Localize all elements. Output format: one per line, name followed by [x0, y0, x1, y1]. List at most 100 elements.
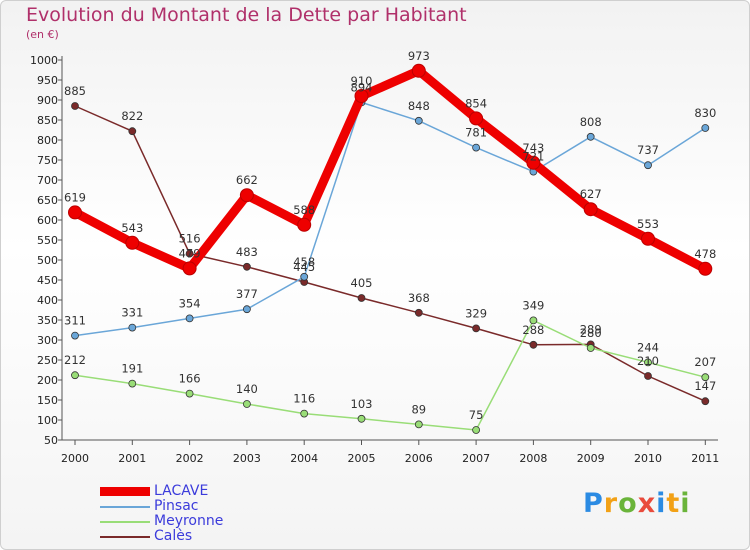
- legend-item-meyronne: Meyronne: [100, 514, 223, 529]
- data-point: [529, 340, 538, 349]
- x-tick-label: 2004: [290, 452, 318, 465]
- data-label: 103: [351, 397, 373, 411]
- data-label: 280: [580, 326, 602, 340]
- data-label: 854: [465, 96, 487, 110]
- legend-item-pinsac: Pinsac: [100, 499, 223, 514]
- x-tick-label: 2011: [691, 452, 719, 465]
- data-point: [583, 202, 598, 217]
- data-point: [71, 102, 79, 110]
- data-point: [297, 217, 312, 232]
- data-label: 483: [236, 245, 258, 259]
- data-label: 212: [64, 353, 86, 367]
- x-tick-label: 2006: [405, 452, 433, 465]
- legend-swatch: [100, 535, 150, 538]
- data-point: [128, 379, 137, 388]
- data-label: 75: [469, 408, 484, 422]
- data-point: [701, 124, 710, 132]
- legend-swatch: [100, 520, 150, 523]
- legend-label: Pinsac: [154, 498, 199, 514]
- y-tick-label: 100: [37, 414, 58, 427]
- data-point: [472, 426, 481, 434]
- y-tick-label: 300: [37, 334, 58, 347]
- y-tick-label: 700: [37, 174, 58, 187]
- data-label: 848: [408, 99, 430, 113]
- x-tick-label: 2001: [118, 452, 146, 465]
- y-tick-label: 550: [37, 234, 58, 247]
- data-point: [300, 409, 309, 418]
- legend-swatch: [100, 487, 150, 496]
- data-point: [414, 116, 423, 125]
- data-label: 627: [580, 187, 602, 201]
- data-label: 311: [64, 314, 86, 328]
- y-tick-label: 600: [37, 214, 58, 227]
- data-label: 737: [637, 143, 659, 157]
- data-point: [414, 308, 423, 317]
- data-point: [411, 63, 426, 78]
- data-label: 479: [179, 246, 201, 260]
- data-label: 89: [411, 402, 426, 416]
- data-point: [68, 205, 82, 220]
- y-tick-label: 150: [37, 394, 58, 407]
- data-label: 662: [236, 173, 258, 187]
- logo-letter: t: [666, 488, 681, 519]
- data-point: [128, 323, 137, 332]
- series-line-pinsac: [74, 101, 707, 337]
- data-point: [472, 143, 481, 152]
- legend-item-calès: Calès: [100, 529, 223, 544]
- logo-letter: r: [603, 488, 619, 519]
- data-label: 588: [293, 203, 315, 217]
- data-label: 210: [637, 354, 659, 368]
- legend-label: Meyronne: [154, 513, 224, 529]
- data-point: [185, 314, 194, 323]
- logo-letter: i: [656, 488, 667, 519]
- proxiti-logo: Proxiti: [583, 488, 691, 519]
- data-point: [472, 324, 481, 333]
- x-tick-label: 2002: [176, 452, 204, 465]
- y-tick-label: 50: [44, 434, 58, 447]
- data-label: 894: [351, 80, 373, 94]
- data-label: 354: [179, 296, 201, 310]
- data-point: [357, 414, 366, 423]
- data-label: 147: [694, 379, 716, 393]
- data-label: 743: [522, 141, 544, 155]
- data-label: 543: [121, 221, 143, 235]
- y-tick-label: 950: [37, 74, 58, 87]
- data-point: [698, 261, 713, 276]
- data-point: [182, 261, 197, 276]
- data-point: [526, 155, 541, 170]
- data-point: [469, 111, 484, 126]
- y-tick-label: 650: [37, 194, 58, 207]
- data-point: [242, 400, 251, 408]
- data-label: 721: [522, 150, 544, 164]
- data-point: [414, 420, 423, 429]
- data-label: 822: [121, 109, 143, 123]
- data-point: [529, 316, 538, 325]
- data-label: 781: [465, 126, 487, 140]
- data-point: [354, 89, 369, 103]
- x-tick-label: 2000: [61, 452, 89, 465]
- legend: LACAVE Pinsac Meyronne Calès: [100, 484, 223, 544]
- data-label: 349: [522, 298, 544, 312]
- data-point: [71, 331, 79, 340]
- data-label: 910: [351, 74, 373, 88]
- data-label: 377: [236, 287, 258, 301]
- data-point: [644, 161, 652, 170]
- data-label: 619: [64, 190, 86, 204]
- data-label: 445: [293, 260, 315, 274]
- data-point: [300, 272, 309, 281]
- data-label: 289: [580, 322, 602, 336]
- data-label: 207: [694, 355, 716, 369]
- legend-label: Calès: [154, 528, 193, 544]
- y-tick-label: 750: [37, 154, 58, 167]
- x-tick-label: 2007: [462, 452, 490, 465]
- data-label: 244: [637, 340, 659, 354]
- data-label: 166: [179, 372, 201, 386]
- logo-letter: i: [680, 488, 691, 519]
- data-point: [701, 397, 710, 406]
- data-point: [641, 231, 655, 246]
- data-point: [242, 262, 251, 271]
- data-label: 368: [408, 291, 430, 305]
- y-tick-label: 800: [37, 134, 58, 147]
- data-point: [586, 344, 595, 352]
- data-point: [185, 389, 194, 398]
